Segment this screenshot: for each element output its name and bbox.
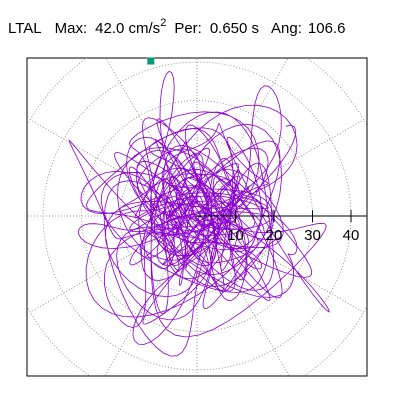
axis-tick-label-40: 40 — [343, 227, 360, 244]
grid-spoke-240 — [104, 215, 198, 376]
grid-spoke-60 — [196, 58, 289, 217]
orbit-trace — [68, 70, 330, 357]
grid-spoke-210 — [30, 215, 198, 313]
title-per-label: Per: — [174, 20, 202, 37]
title-max-label: Max: — [55, 20, 88, 37]
title-per-value: 0.650 s — [210, 20, 259, 37]
axis-tick-label-30: 30 — [304, 227, 321, 244]
chart-title: LTAL Max: 42.0 cm/s2 Per: 0.650 s Ang: 106.6 — [8, 17, 345, 37]
grid-spoke-120 — [105, 58, 198, 217]
grid-spoke-150 — [30, 119, 198, 217]
orbit-trace-path — [68, 70, 330, 357]
grid-spoke-330 — [196, 215, 364, 313]
grid-spoke-30 — [196, 119, 364, 217]
title-station: LTAL — [8, 20, 42, 37]
grid-spoke-300 — [196, 215, 290, 376]
axis-tick-label-10: 10 — [227, 227, 244, 244]
polar-grid — [27, 58, 367, 376]
max-marker — [147, 57, 155, 65]
max-marker-layer — [147, 57, 155, 65]
title-ang-value: 106.6 — [308, 20, 346, 37]
title-max-value: 42.0 cm/s — [95, 20, 160, 37]
radial-axis: 10 20 30 40 — [197, 210, 367, 244]
grid-ring-50 — [27, 58, 367, 376]
title-ang-label: Ang: — [271, 20, 302, 37]
title-max-exponent: 2 — [160, 17, 166, 29]
axis-tick-label-20: 20 — [266, 227, 283, 244]
